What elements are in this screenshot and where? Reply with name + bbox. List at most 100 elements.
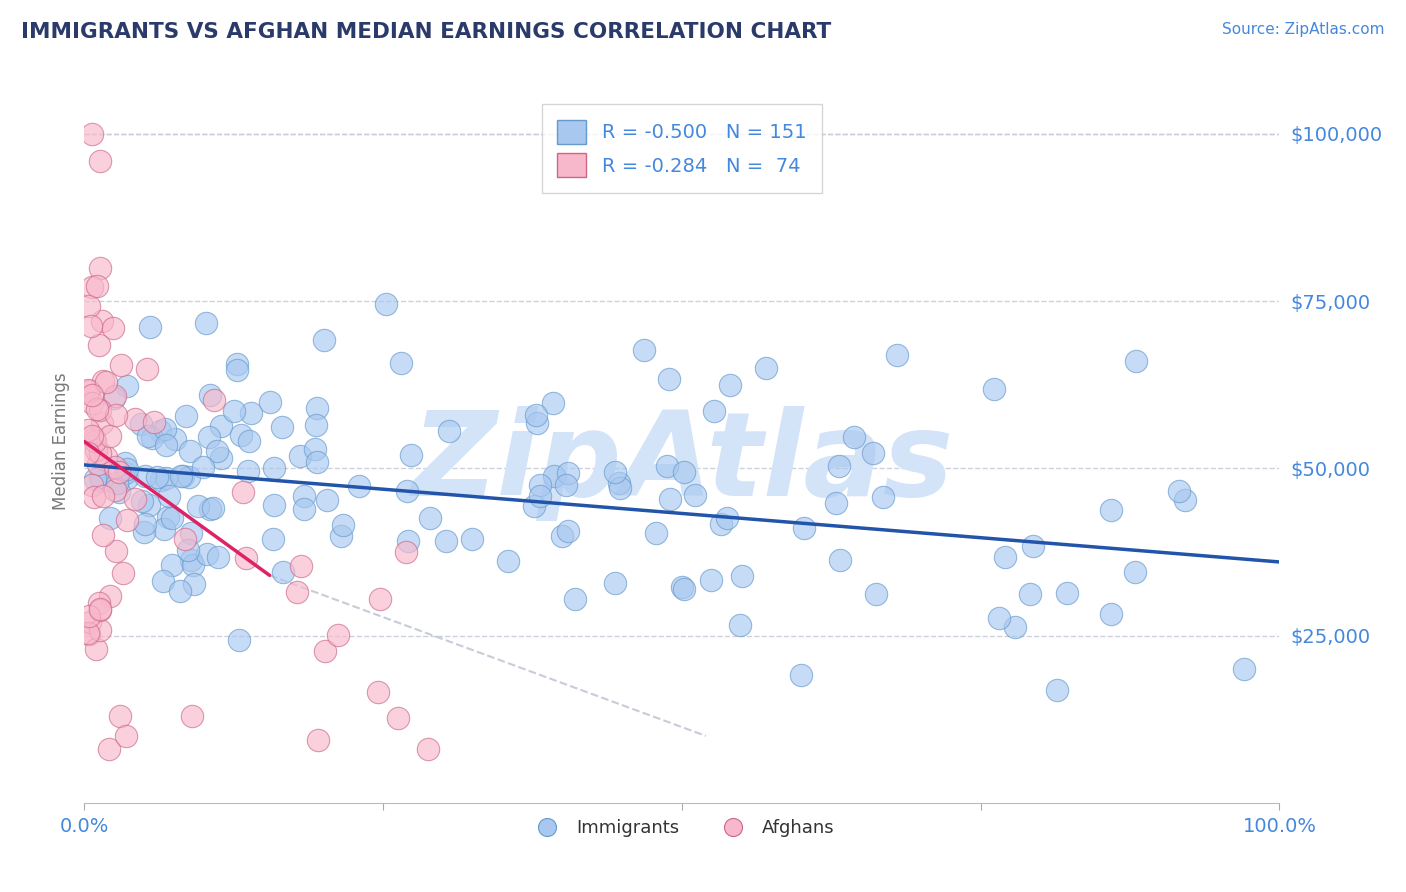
Text: Source: ZipAtlas.com: Source: ZipAtlas.com [1222, 22, 1385, 37]
Point [169, 584, 191, 599]
Point [134, 469, 156, 483]
Point [98, 742, 121, 756]
Point [790, 668, 813, 682]
Point [673, 465, 696, 479]
Point [77, 383, 100, 397]
Point [80, 388, 103, 402]
Point [529, 478, 551, 492]
Point [104, 483, 127, 498]
Point [93, 528, 115, 542]
Point [152, 522, 174, 536]
Point [886, 348, 908, 362]
Point [155, 438, 177, 452]
Point [89, 603, 111, 617]
Point [77, 627, 100, 641]
Point [703, 404, 725, 418]
Point [222, 404, 245, 418]
Point [156, 510, 179, 524]
Point [395, 544, 418, 558]
Point [170, 468, 193, 483]
Point [77, 609, 100, 624]
Point [79, 615, 101, 629]
Point [179, 443, 201, 458]
Point [225, 363, 247, 377]
Point [603, 465, 626, 479]
Point [89, 260, 111, 275]
Point [83, 431, 105, 445]
Point [418, 742, 440, 756]
Point [114, 466, 136, 480]
Point [141, 431, 163, 445]
Point [77, 625, 100, 640]
Point [307, 733, 329, 747]
Text: IMMIGRANTS VS AFGHAN MEDIAN EARNINGS CORRELATION CHART: IMMIGRANTS VS AFGHAN MEDIAN EARNINGS COR… [21, 22, 831, 42]
Point [202, 500, 225, 515]
Point [830, 553, 852, 567]
Point [96, 450, 118, 464]
Point [524, 408, 547, 422]
Point [716, 511, 738, 525]
Point [160, 511, 183, 525]
Point [180, 525, 202, 540]
Point [142, 416, 165, 430]
Point [87, 338, 110, 352]
Point [387, 711, 409, 725]
Point [551, 529, 574, 543]
Point [395, 484, 418, 499]
Point [89, 470, 111, 484]
Point [198, 502, 221, 516]
Point [83, 490, 105, 504]
Point [983, 382, 1005, 396]
Point [229, 428, 252, 442]
Point [172, 468, 194, 483]
Point [89, 623, 111, 637]
Point [177, 543, 200, 558]
Point [1022, 539, 1045, 553]
Point [107, 485, 129, 500]
Point [115, 379, 138, 393]
Point [149, 424, 172, 438]
Point [605, 576, 627, 591]
Point [89, 445, 111, 459]
Point [526, 416, 548, 430]
Point [1123, 565, 1146, 579]
Point [89, 153, 111, 168]
Point [174, 409, 197, 424]
Point [307, 455, 329, 469]
Point [304, 442, 326, 457]
Point [1099, 502, 1122, 516]
Point [110, 358, 132, 372]
Point [160, 558, 183, 573]
Point [110, 708, 132, 723]
Point [461, 533, 484, 547]
Point [271, 565, 294, 579]
Point [105, 544, 128, 558]
Point [543, 469, 565, 483]
Point [83, 434, 105, 449]
Point [633, 343, 655, 357]
Point [134, 516, 156, 531]
Point [609, 481, 631, 495]
Point [93, 375, 115, 389]
Point [238, 434, 260, 449]
Point [673, 582, 696, 596]
Point [391, 356, 413, 370]
Point [700, 573, 723, 587]
Point [710, 516, 733, 531]
Point [114, 457, 136, 471]
Point [326, 628, 349, 642]
Point [305, 417, 328, 432]
Point [259, 395, 281, 409]
Point [115, 462, 138, 476]
Point [314, 333, 336, 347]
Point [655, 459, 678, 474]
Point [523, 499, 546, 513]
Point [728, 618, 751, 632]
Point [177, 469, 200, 483]
Point [658, 371, 681, 385]
Point [145, 470, 167, 484]
Point [347, 479, 370, 493]
Point [1019, 587, 1042, 601]
Point [755, 361, 778, 376]
Point [124, 491, 146, 506]
